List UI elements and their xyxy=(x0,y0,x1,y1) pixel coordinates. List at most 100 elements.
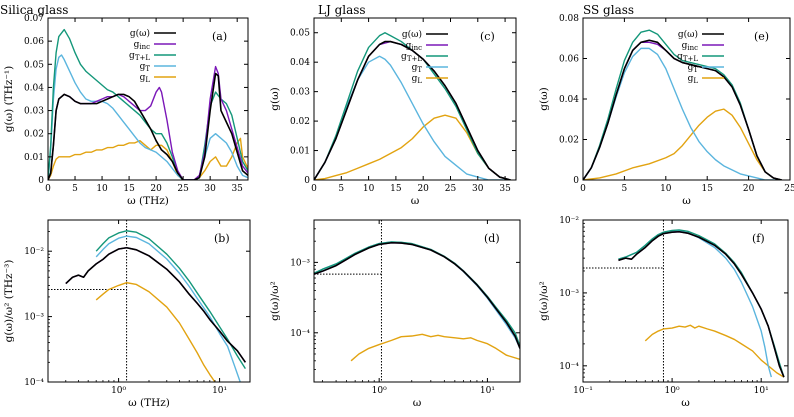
x-tick-label: 10¹ xyxy=(754,386,769,396)
panel-a: Silica glass (a) ω (THz) g(ω) (THz⁻¹) 0 5… xyxy=(0,3,249,207)
y-tick-label: 10⁻² xyxy=(24,247,44,257)
panel-e-label: (e) xyxy=(754,30,769,43)
y-tick-label: 10⁻³ xyxy=(290,258,310,268)
x-tick-label: 5 xyxy=(338,184,344,194)
series-l-line xyxy=(314,114,511,180)
x-tick-label: 10⁰ xyxy=(372,386,387,396)
y-tick-label: 10⁻⁴ xyxy=(559,362,579,372)
x-tick-label: 25 xyxy=(177,184,189,194)
y-tick-label: 0.02 xyxy=(290,117,310,127)
series-t-line xyxy=(95,235,241,382)
x-tick-label: 10⁰ xyxy=(665,386,680,396)
panel-a-label: (a) xyxy=(212,30,227,43)
series-l-line xyxy=(644,324,785,378)
x-tick-label: 10 xyxy=(363,184,375,194)
legend-tl-label: gT+L xyxy=(129,51,150,62)
x-tick-label: 20 xyxy=(417,184,429,194)
series-t-line xyxy=(48,54,248,180)
legend-g-label: g(ω) xyxy=(130,28,150,39)
panel-d: (d) ω g(ω)/ω² 10⁰ 10¹ 10⁻⁴ 10⁻³ xyxy=(269,219,521,409)
legend-t-label: gT xyxy=(688,63,699,74)
y-tick-label: 0.05 xyxy=(290,29,310,39)
panel-b-ylabel: g(ω)/ω² (THz⁻³) xyxy=(3,260,15,343)
panel-a-plot: 0 5 10 15 20 25 30 35 0 0.01 0.02 0.03 0.04 0.05 0.06 0… xyxy=(24,14,249,194)
legend-inc-label: ginc xyxy=(682,41,699,52)
series-tl-line xyxy=(314,241,520,347)
y-tick-label: 0.08 xyxy=(559,14,579,24)
panel-d-plot: 10⁰ 10¹ 10⁻⁴ 10⁻³ xyxy=(290,219,521,396)
panel-c: LJ glass (c) ω g(ω) 0 5 10 15 20 25 30 35 0 0.01 0… xyxy=(269,3,517,207)
series-g-line xyxy=(618,230,785,378)
plot-frame xyxy=(47,17,249,181)
series-inc-line xyxy=(65,247,246,363)
series-g-line xyxy=(65,246,247,363)
x-tick-label: 30 xyxy=(472,184,484,194)
x-tick-label: 20 xyxy=(150,184,162,194)
y-tick-label: 0.04 xyxy=(24,83,44,93)
x-tick-label: 15 xyxy=(701,184,713,194)
panel-e-title: SS glass xyxy=(583,3,634,17)
x-tick-label: 25 xyxy=(445,184,457,194)
panel-c-ylabel: g(ω) xyxy=(269,87,281,110)
panel-b: (b) ω (THz) g(ω)/ω² (THz⁻³) 10⁰ 10¹10⁻⁴10… xyxy=(3,219,251,409)
y-tick-label: 0.03 xyxy=(290,88,310,98)
x-tick-label: 0 xyxy=(45,184,51,194)
panel-e-xlabel: ω xyxy=(682,195,691,207)
x-tick-label: 10⁰ xyxy=(111,386,126,396)
panel-d-label: (d) xyxy=(484,232,500,245)
y-tick-label: 0.04 xyxy=(559,95,579,105)
y-tick-label: 10⁻⁴ xyxy=(290,329,310,339)
legend-l-label: gL xyxy=(688,74,699,85)
series-tl-line xyxy=(95,230,246,370)
series-t-line xyxy=(314,55,511,180)
y-tick-label: 0 xyxy=(38,176,44,186)
legend-l-label: gL xyxy=(140,73,151,84)
x-tick-label: 10¹ xyxy=(480,386,495,396)
legend-inc-label: ginc xyxy=(134,40,151,51)
panel-a-xlabel: ω (THz) xyxy=(127,195,169,207)
series-tl-line xyxy=(314,32,511,180)
panel-f-plot: 10⁻¹ 10⁰ 10¹ 10⁻⁴ 10⁻³ 10⁻² xyxy=(559,216,789,396)
x-tick-label: 0 xyxy=(580,184,586,194)
legend-g-label: g(ω) xyxy=(402,29,422,40)
y-tick-label: 0 xyxy=(573,176,579,186)
y-tick-label: 10⁻³ xyxy=(24,313,44,323)
plot-frame xyxy=(313,17,517,181)
y-tick-label: 10⁻⁴ xyxy=(24,378,44,388)
x-tick-label: 0 xyxy=(311,184,317,194)
y-tick-label: 10⁻² xyxy=(559,216,579,226)
y-tick-label: 0.06 xyxy=(559,55,579,65)
y-tick-label: 0.01 xyxy=(290,147,310,157)
series-l-line xyxy=(583,108,782,180)
panel-a-title: Silica glass xyxy=(0,3,68,17)
legend-g-label: g(ω) xyxy=(678,29,698,40)
panel-f-ylabel: g(ω)/ω² xyxy=(538,281,550,321)
panel-c-xlabel: ω xyxy=(411,195,420,207)
x-tick-label: 5 xyxy=(622,184,628,194)
plot-frame xyxy=(313,219,521,383)
x-tick-label: 10⁻¹ xyxy=(573,386,593,396)
x-tick-label: 35 xyxy=(499,184,511,194)
panel-f-label: (f) xyxy=(752,232,765,245)
x-tick-label: 10 xyxy=(96,184,108,194)
y-tick-label: 0.05 xyxy=(24,60,44,70)
series-l-line xyxy=(48,137,248,180)
x-tick-label: 10 xyxy=(660,184,672,194)
series-tl-line xyxy=(48,28,248,180)
panel-e: SS glass (e) ω g(ω) 0 5 10 15 20 25 0 0.02 0.04 0… xyxy=(538,3,794,207)
x-tick-label: 10¹ xyxy=(212,386,227,396)
x-tick-label: 15 xyxy=(123,184,135,194)
legend-tl-label: gT+L xyxy=(401,52,422,63)
x-tick-label: 5 xyxy=(72,184,78,194)
y-tick-label: 0.06 xyxy=(24,37,44,47)
series-t-line xyxy=(314,241,520,349)
series-l-line xyxy=(95,281,216,382)
y-tick-label: 0.02 xyxy=(559,136,579,146)
legend-l-label: gL xyxy=(412,74,423,85)
legend-inc-label: ginc xyxy=(406,41,423,52)
panel-b-label: (b) xyxy=(214,232,230,245)
x-tick-label: 20 xyxy=(743,184,755,194)
y-tick-label: 0 xyxy=(304,176,310,186)
